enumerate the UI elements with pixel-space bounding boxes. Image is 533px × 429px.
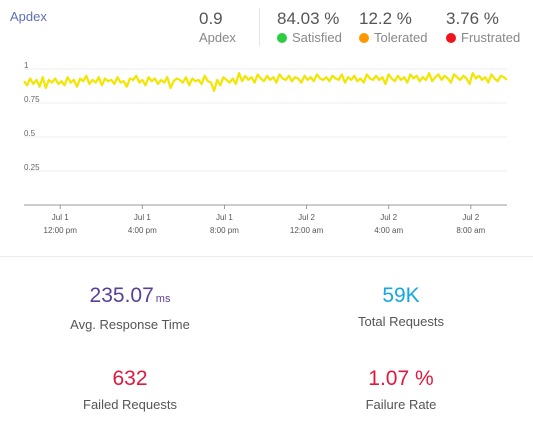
failed-requests-value: 632 (112, 367, 148, 390)
frustrated-label: Frustrated (461, 30, 521, 45)
y-tick-label: 1 (24, 61, 29, 70)
x-tick-label-date: Jul 2 (380, 213, 397, 222)
section-divider (0, 256, 533, 257)
failed-requests-stat: 632 Failed Requests (20, 366, 240, 412)
apdex-value: 0.9 (199, 9, 223, 28)
total-requests-value: 59K (382, 284, 420, 307)
x-tick-label-time: 12:00 am (290, 226, 324, 235)
tolerated-metric: 12.2 % Tolerated (359, 9, 427, 46)
frustrated-dot-icon (446, 33, 456, 43)
header-divider (259, 8, 260, 46)
y-tick-label: 0.75 (24, 95, 40, 104)
total-requests-label: Total Requests (358, 314, 444, 329)
tolerated-dot-icon (359, 33, 369, 43)
y-tick-label: 0.5 (24, 129, 36, 138)
satisfied-metric: 84.03 % Satisfied (277, 9, 342, 46)
failure-rate-stat: 1.07 % Failure Rate (291, 366, 511, 412)
x-tick-label-date: Jul 1 (52, 213, 69, 222)
response-time-label: Avg. Response Time (70, 317, 190, 332)
apdex-series-line (23, 72, 508, 92)
x-tick-label-time: 4:00 am (374, 226, 403, 235)
panel-title: Apdex (10, 9, 47, 24)
total-requests-stat: 59K Total Requests (291, 283, 511, 329)
x-tick-label-time: 12:00 pm (44, 226, 78, 235)
tolerated-value: 12.2 % (359, 9, 412, 28)
satisfied-value: 84.03 % (277, 9, 340, 28)
x-tick-label-date: Jul 2 (462, 213, 479, 222)
satisfied-label: Satisfied (292, 30, 342, 45)
x-tick-label-date: Jul 1 (134, 213, 151, 222)
failure-rate-value: 1.07 % (368, 367, 434, 390)
x-tick-label-time: 4:00 pm (128, 226, 157, 235)
failure-rate-label: Failure Rate (365, 397, 437, 412)
apdex-label: Apdex (199, 30, 236, 45)
response-time-value: 235.07 (89, 284, 154, 307)
satisfied-dot-icon (277, 33, 287, 43)
x-tick-label-time: 8:00 pm (210, 226, 239, 235)
tolerated-label: Tolerated (374, 30, 428, 45)
response-time-unit: ms (155, 293, 171, 305)
frustrated-value: 3.76 % (446, 9, 499, 28)
x-tick-label-time: 8:00 am (456, 226, 485, 235)
x-tick-label-date: Jul 1 (216, 213, 233, 222)
failed-requests-label: Failed Requests (83, 397, 177, 412)
frustrated-metric: 3.76 % Frustrated (446, 9, 520, 46)
apdex-metric: 0.9 Apdex (199, 9, 236, 46)
y-tick-label: 0.25 (24, 163, 40, 172)
apdex-chart: 1 0.75 0.5 0.25 Jul 1 12:00 pm Jul 1 4:00 pm Jul… (23, 61, 508, 235)
response-time-stat: 235.07 ms Avg. Response Time (20, 283, 240, 332)
x-tick-label-date: Jul 2 (298, 213, 315, 222)
